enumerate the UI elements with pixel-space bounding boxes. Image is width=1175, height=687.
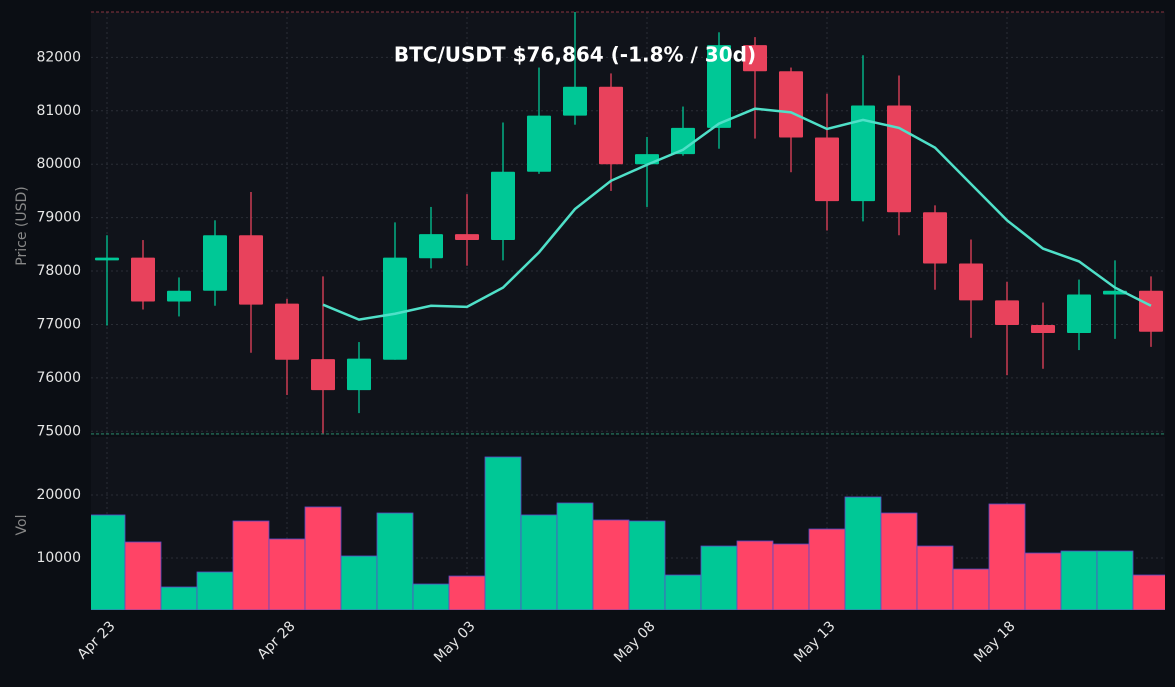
candle-body xyxy=(599,86,623,165)
candle-body xyxy=(563,86,587,116)
volume-bar xyxy=(556,502,594,610)
candle-body xyxy=(203,235,227,291)
volume-bar xyxy=(1060,550,1098,610)
volume-bar xyxy=(592,519,630,610)
candle-body xyxy=(95,257,119,261)
volume-bar xyxy=(880,512,918,610)
y-tick-label: 80000 xyxy=(36,156,81,172)
candle-body xyxy=(743,45,767,72)
candle-body xyxy=(275,303,299,360)
volume-bar xyxy=(91,514,126,610)
y-axis-label: Price (USD) xyxy=(14,186,30,265)
candle-body xyxy=(1067,294,1091,333)
candle-body xyxy=(131,257,155,302)
candle-body xyxy=(311,359,335,391)
y-tick-label: 75000 xyxy=(36,423,81,439)
volume-bar xyxy=(844,496,882,610)
volume-bar xyxy=(484,456,522,610)
candle-body xyxy=(419,234,443,259)
candle-body xyxy=(347,358,371,391)
volume-bar xyxy=(772,543,810,610)
candle-body xyxy=(707,45,731,128)
volume-tick-label: 10000 xyxy=(36,550,81,566)
moving-average xyxy=(322,107,1152,321)
candle-body xyxy=(815,137,839,202)
candle-body xyxy=(1031,324,1055,333)
volume-bar xyxy=(340,555,378,610)
candle-body xyxy=(527,115,551,172)
candle-body xyxy=(923,212,947,264)
volume-bar xyxy=(1096,550,1134,610)
volume-bar xyxy=(808,528,846,610)
volume-bar xyxy=(376,512,414,610)
y-tick-label: 77000 xyxy=(36,316,81,332)
y-tick-label: 76000 xyxy=(36,370,81,386)
volume-bar xyxy=(1132,574,1165,610)
volume-bar xyxy=(736,540,774,610)
volume-bar xyxy=(952,568,990,610)
candle-body xyxy=(887,105,911,213)
candle-body xyxy=(383,257,407,360)
plot xyxy=(91,11,1165,435)
candle-body xyxy=(779,71,803,138)
candle-body xyxy=(635,154,659,165)
candle-body xyxy=(671,127,695,155)
candle-body xyxy=(851,105,875,202)
volume-bar xyxy=(448,575,486,610)
volume-axis-label: Vol xyxy=(14,515,30,536)
volume-bar xyxy=(304,506,342,610)
candle-body xyxy=(995,300,1019,325)
volume-bar xyxy=(196,571,234,610)
volume-bar xyxy=(916,545,954,610)
candle-body xyxy=(1139,290,1163,332)
y-tick-label: 81000 xyxy=(36,103,81,119)
volume-bar xyxy=(700,545,738,610)
volume-bar xyxy=(628,520,666,610)
volume-bar xyxy=(160,586,198,610)
candle-body xyxy=(239,235,263,305)
price-panel xyxy=(91,12,1165,435)
y-tick-label: 78000 xyxy=(36,263,81,279)
volume-bar xyxy=(268,538,306,610)
volume-bar xyxy=(412,583,450,610)
volume-bars xyxy=(91,456,1165,610)
volume-bar xyxy=(1024,552,1062,610)
volume-bar xyxy=(988,503,1026,610)
y-tick-label: 79000 xyxy=(36,210,81,226)
candle-body xyxy=(455,234,479,241)
volume-bar xyxy=(520,514,558,610)
y-tick-label: 82000 xyxy=(36,49,81,65)
volume-tick-label: 20000 xyxy=(36,487,81,503)
candle-body xyxy=(959,263,983,301)
candle-body xyxy=(491,171,515,241)
volume-bar xyxy=(124,541,162,610)
volume-bar xyxy=(664,574,702,610)
chart-title: BTC/USDT $76,864 (-1.8% / 30d) xyxy=(394,43,756,67)
candle-body xyxy=(167,290,191,302)
volume-bar xyxy=(232,520,270,610)
